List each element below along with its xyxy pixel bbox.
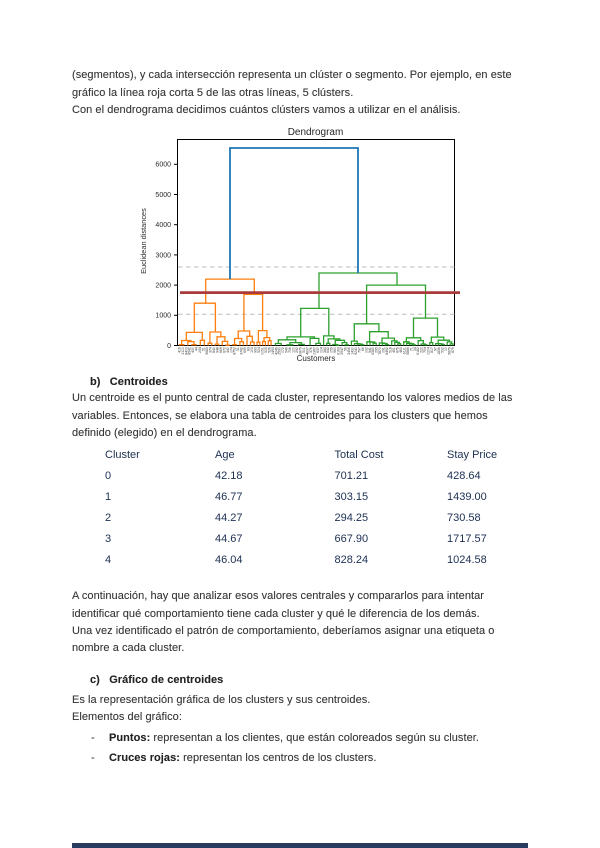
svg-text:383: 383 bbox=[323, 347, 327, 353]
svg-text:0204: 0204 bbox=[427, 347, 431, 355]
svg-text:532: 532 bbox=[441, 347, 445, 353]
svg-text:4246: 4246 bbox=[274, 347, 278, 355]
svg-text:34: 34 bbox=[413, 347, 417, 351]
svg-text:51: 51 bbox=[202, 347, 206, 351]
svg-text:56: 56 bbox=[344, 347, 348, 351]
svg-text:5879: 5879 bbox=[447, 347, 451, 355]
svg-text:637: 637 bbox=[316, 347, 320, 353]
svg-text:695: 695 bbox=[243, 347, 247, 353]
svg-text:Customers: Customers bbox=[297, 354, 336, 363]
svg-text:0051: 0051 bbox=[260, 347, 264, 355]
svg-text:3456: 3456 bbox=[347, 347, 351, 355]
svg-text:879: 879 bbox=[451, 347, 455, 353]
svg-text:2110: 2110 bbox=[181, 347, 185, 354]
svg-text:6111: 6111 bbox=[402, 347, 406, 354]
svg-text:8752: 8752 bbox=[233, 347, 237, 355]
svg-text:672: 672 bbox=[222, 347, 226, 353]
svg-text:072: 072 bbox=[281, 347, 285, 353]
svg-text:5866: 5866 bbox=[406, 347, 410, 355]
svg-text:9240: 9240 bbox=[354, 347, 358, 355]
svg-text:4000: 4000 bbox=[155, 222, 171, 229]
svg-text:8403: 8403 bbox=[184, 347, 188, 355]
svg-text:2547: 2547 bbox=[340, 347, 344, 355]
svg-text:6182: 6182 bbox=[416, 347, 420, 355]
svg-text:Dendrogram: Dendrogram bbox=[288, 127, 344, 138]
svg-text:004: 004 bbox=[319, 347, 323, 353]
svg-text:8492: 8492 bbox=[385, 347, 389, 355]
svg-text:244: 244 bbox=[198, 347, 202, 353]
svg-text:091: 091 bbox=[382, 347, 386, 353]
svg-text:032: 032 bbox=[364, 347, 368, 353]
svg-text:1836: 1836 bbox=[437, 347, 441, 355]
svg-text:8542: 8542 bbox=[188, 347, 192, 355]
svg-text:993: 993 bbox=[254, 347, 258, 353]
svg-text:7870: 7870 bbox=[378, 347, 382, 355]
svg-text:00: 00 bbox=[444, 347, 448, 351]
svg-text:2590: 2590 bbox=[278, 347, 282, 355]
svg-text:100: 100 bbox=[292, 347, 296, 353]
svg-text:5683: 5683 bbox=[205, 347, 209, 355]
svg-text:451: 451 bbox=[392, 347, 396, 353]
svg-text:941: 941 bbox=[368, 347, 372, 353]
svg-text:059: 059 bbox=[330, 347, 334, 353]
svg-text:374: 374 bbox=[209, 347, 213, 353]
svg-text:1000: 1000 bbox=[155, 313, 171, 320]
svg-text:505: 505 bbox=[264, 347, 268, 353]
svg-text:3000: 3000 bbox=[155, 252, 171, 259]
svg-text:518: 518 bbox=[389, 347, 393, 353]
svg-text:1493: 1493 bbox=[271, 347, 275, 355]
svg-text:6380: 6380 bbox=[371, 347, 375, 355]
svg-text:440: 440 bbox=[226, 347, 230, 353]
svg-text:6000: 6000 bbox=[155, 162, 171, 169]
svg-text:292: 292 bbox=[295, 347, 299, 353]
svg-text:797: 797 bbox=[357, 347, 361, 353]
svg-text:295: 295 bbox=[375, 347, 379, 353]
svg-text:416: 416 bbox=[177, 347, 181, 353]
svg-text:44: 44 bbox=[195, 347, 199, 351]
svg-text:669: 669 bbox=[219, 347, 223, 353]
svg-text:736: 736 bbox=[288, 347, 292, 353]
svg-text:4637: 4637 bbox=[305, 347, 309, 355]
svg-text:103: 103 bbox=[250, 347, 254, 353]
svg-text:Euclidean distances: Euclidean distances bbox=[139, 208, 148, 274]
svg-text:074: 074 bbox=[229, 347, 233, 353]
svg-text:3742: 3742 bbox=[240, 347, 244, 355]
svg-text:0: 0 bbox=[167, 343, 171, 350]
svg-text:5000: 5000 bbox=[155, 192, 171, 199]
svg-text:960: 960 bbox=[333, 347, 337, 353]
svg-text:97: 97 bbox=[434, 347, 438, 351]
svg-text:840: 840 bbox=[212, 347, 216, 353]
svg-text:754: 754 bbox=[423, 347, 427, 353]
svg-text:524: 524 bbox=[257, 347, 261, 353]
svg-text:83: 83 bbox=[247, 347, 251, 351]
svg-text:66: 66 bbox=[361, 347, 365, 351]
svg-text:1430: 1430 bbox=[351, 347, 355, 355]
svg-text:948: 948 bbox=[215, 347, 219, 353]
svg-text:222: 222 bbox=[420, 347, 424, 353]
svg-text:31: 31 bbox=[236, 347, 240, 351]
svg-text:642: 642 bbox=[326, 347, 330, 353]
svg-text:501: 501 bbox=[302, 347, 306, 353]
svg-text:2000: 2000 bbox=[155, 283, 171, 290]
svg-text:463: 463 bbox=[399, 347, 403, 353]
svg-text:817: 817 bbox=[430, 347, 434, 353]
svg-text:430: 430 bbox=[191, 347, 195, 353]
svg-text:526: 526 bbox=[267, 347, 271, 353]
svg-text:71: 71 bbox=[409, 347, 413, 351]
svg-text:0879: 0879 bbox=[299, 347, 303, 355]
svg-text:0367: 0367 bbox=[312, 347, 316, 355]
svg-text:376: 376 bbox=[309, 347, 313, 353]
svg-text:549: 549 bbox=[285, 347, 289, 353]
svg-text:876: 876 bbox=[396, 347, 400, 353]
svg-text:6163: 6163 bbox=[337, 347, 341, 355]
